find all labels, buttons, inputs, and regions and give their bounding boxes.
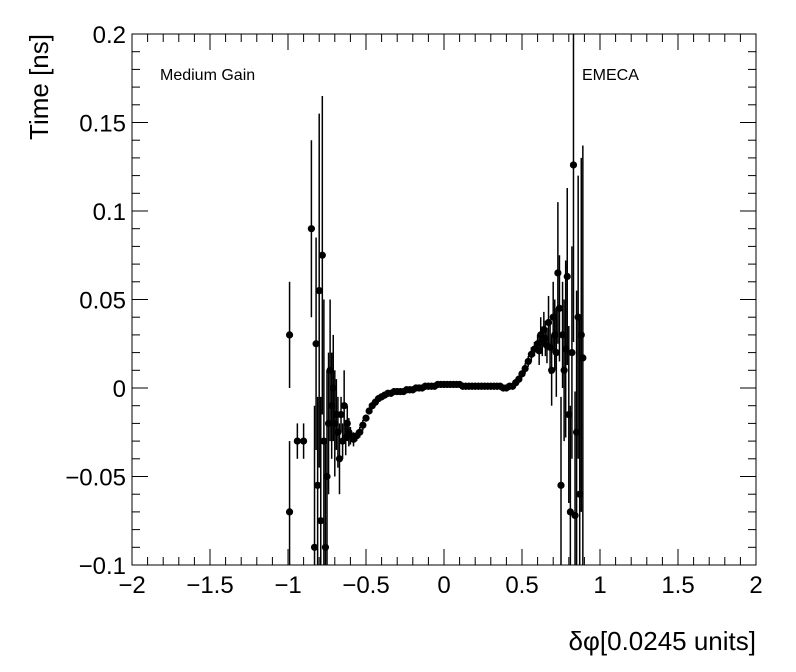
x-tick-label: −0.5 xyxy=(342,572,389,599)
data-point xyxy=(343,419,351,427)
data-point xyxy=(362,414,370,422)
data-point xyxy=(568,349,576,357)
data-point xyxy=(326,366,334,374)
data-point xyxy=(329,384,337,392)
y-tick-label: 0.05 xyxy=(79,288,126,315)
data-point xyxy=(565,410,573,419)
data-point xyxy=(576,490,584,498)
y-tick-label: 0.2 xyxy=(93,22,126,49)
data-point xyxy=(307,225,315,233)
data-point xyxy=(335,455,344,463)
data-point xyxy=(312,340,320,348)
data-point xyxy=(574,313,582,321)
data-point xyxy=(321,543,330,551)
x-tick-label: −1 xyxy=(274,572,301,599)
data-point xyxy=(551,331,559,339)
x-tick-label: 0 xyxy=(437,572,450,599)
data-point xyxy=(285,331,294,339)
annotation-emeca: EMECA xyxy=(582,67,639,84)
data-point xyxy=(554,269,562,277)
data-point xyxy=(293,437,301,445)
data-point xyxy=(317,517,325,525)
data-point xyxy=(323,472,331,481)
data-point xyxy=(555,304,564,312)
data-point xyxy=(557,481,565,489)
y-tick-labels: −0.1 −0.05 0 0.05 0.1 0.15 0.2 xyxy=(65,22,126,580)
data-point xyxy=(552,349,560,357)
data-point xyxy=(535,347,543,355)
x-tick-label: −2 xyxy=(118,572,145,599)
data-point xyxy=(524,357,532,366)
data-point xyxy=(521,364,529,373)
data-point xyxy=(573,428,581,436)
x-tick-label: 2 xyxy=(749,572,762,599)
y-tick-label: 0.1 xyxy=(93,199,126,226)
data-point xyxy=(300,437,308,445)
data-point xyxy=(540,325,548,334)
data-point xyxy=(340,402,348,410)
data-point xyxy=(558,331,567,339)
data-point xyxy=(285,508,294,516)
x-tick-label: 0.5 xyxy=(505,572,538,599)
y-tick-label: −0.1 xyxy=(79,553,126,580)
data-point xyxy=(314,481,322,489)
data-point xyxy=(563,272,571,281)
data-point xyxy=(359,421,367,429)
axis-ticks xyxy=(131,33,757,566)
y-axis-title: Time [ns] xyxy=(24,34,54,140)
data-point xyxy=(560,366,568,374)
y-tick-label: 0.15 xyxy=(79,111,126,138)
data-point xyxy=(310,543,319,551)
data-point xyxy=(577,331,585,339)
data-point xyxy=(571,511,579,520)
data-point xyxy=(518,370,526,378)
data-point xyxy=(544,318,553,327)
annotation-medium-gain: Medium Gain xyxy=(160,67,255,84)
data-point xyxy=(579,354,587,362)
data-point xyxy=(324,419,333,427)
data-point xyxy=(365,407,373,415)
data-point xyxy=(515,375,523,383)
x-axis-title: δφ[0.0245 units] xyxy=(569,626,756,656)
data-point xyxy=(315,287,323,295)
data-point xyxy=(546,343,554,351)
data-point xyxy=(527,350,535,358)
y-tick-label: 0 xyxy=(113,376,126,403)
data-point xyxy=(320,437,328,445)
x-tick-labels: −2 −1.5 −1 −0.5 0 0.5 1 1.5 2 xyxy=(118,572,762,599)
data-point xyxy=(337,410,345,419)
x-tick-label: −1.5 xyxy=(186,572,233,599)
data-point xyxy=(549,313,557,321)
data-point xyxy=(541,334,550,343)
data-point xyxy=(548,366,556,374)
data-point xyxy=(562,345,570,353)
data-point xyxy=(569,161,578,169)
data-point xyxy=(356,428,364,436)
data-point xyxy=(334,428,342,436)
data-point xyxy=(328,402,336,410)
data-markers xyxy=(285,161,587,551)
x-tick-label: 1 xyxy=(593,572,606,599)
y-tick-label: −0.05 xyxy=(65,465,126,492)
data-point xyxy=(318,251,326,259)
x-tick-label: 1.5 xyxy=(661,572,694,599)
data-point xyxy=(331,419,339,427)
